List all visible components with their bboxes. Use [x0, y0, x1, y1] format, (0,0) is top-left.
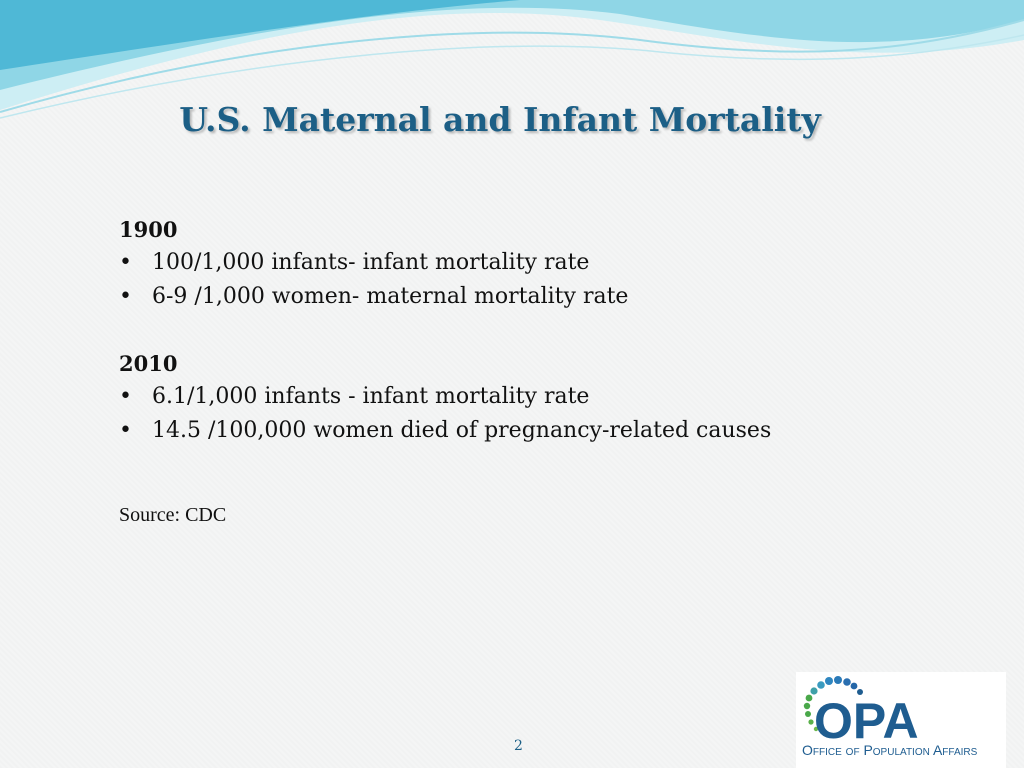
- bullet-list-2010: • 6.1/1,000 infants - infant mortality ra…: [119, 380, 939, 448]
- bullet-text: 6.1/1,000 infants - infant mortality rat…: [152, 384, 590, 409]
- slide-body: 1900 • 100/1,000 infants- infant mortalit…: [119, 214, 939, 527]
- list-item: • 6.1/1,000 infants - infant mortality ra…: [119, 380, 939, 414]
- bullet-marker: •: [119, 250, 132, 275]
- bullet-text: 100/1,000 infants- infant mortality rate: [152, 250, 590, 275]
- year-heading-1900: 1900: [119, 217, 178, 242]
- list-item: • 6-9 /1,000 women- maternal mortality ra…: [119, 280, 939, 314]
- bullet-text: 6-9 /1,000 women- maternal mortality rat…: [152, 284, 629, 309]
- source-citation: Source: CDC: [119, 504, 227, 526]
- logo-dot-ring-icon: [803, 676, 863, 732]
- bullet-marker: •: [119, 418, 132, 443]
- logo-acronym: OPA: [814, 693, 919, 742]
- page-number: 2: [514, 738, 523, 754]
- opa-logo-mark: OPA: [803, 676, 919, 742]
- year-heading-2010: 2010: [119, 351, 178, 376]
- list-item: • 14.5 /100,000 women died of pregnancy-r…: [119, 414, 939, 448]
- bullet-marker: •: [119, 384, 132, 409]
- spacer: [119, 314, 939, 348]
- opa-logo: OPA Office of Population Affairs: [796, 672, 1006, 768]
- bullet-marker: •: [119, 284, 132, 309]
- bullet-text: 14.5 /100,000 women died of pregnancy-re…: [152, 418, 772, 443]
- spacer: [119, 448, 939, 504]
- header-wave-decoration: [0, 0, 1024, 119]
- slide-title: U.S. Maternal and Infant Mortality: [179, 100, 821, 139]
- bullet-list-1900: • 100/1,000 infants- infant mortality rat…: [119, 246, 939, 314]
- logo-org-name: Office of Population Affairs: [802, 742, 978, 758]
- list-item: • 100/1,000 infants- infant mortality rat…: [119, 246, 939, 280]
